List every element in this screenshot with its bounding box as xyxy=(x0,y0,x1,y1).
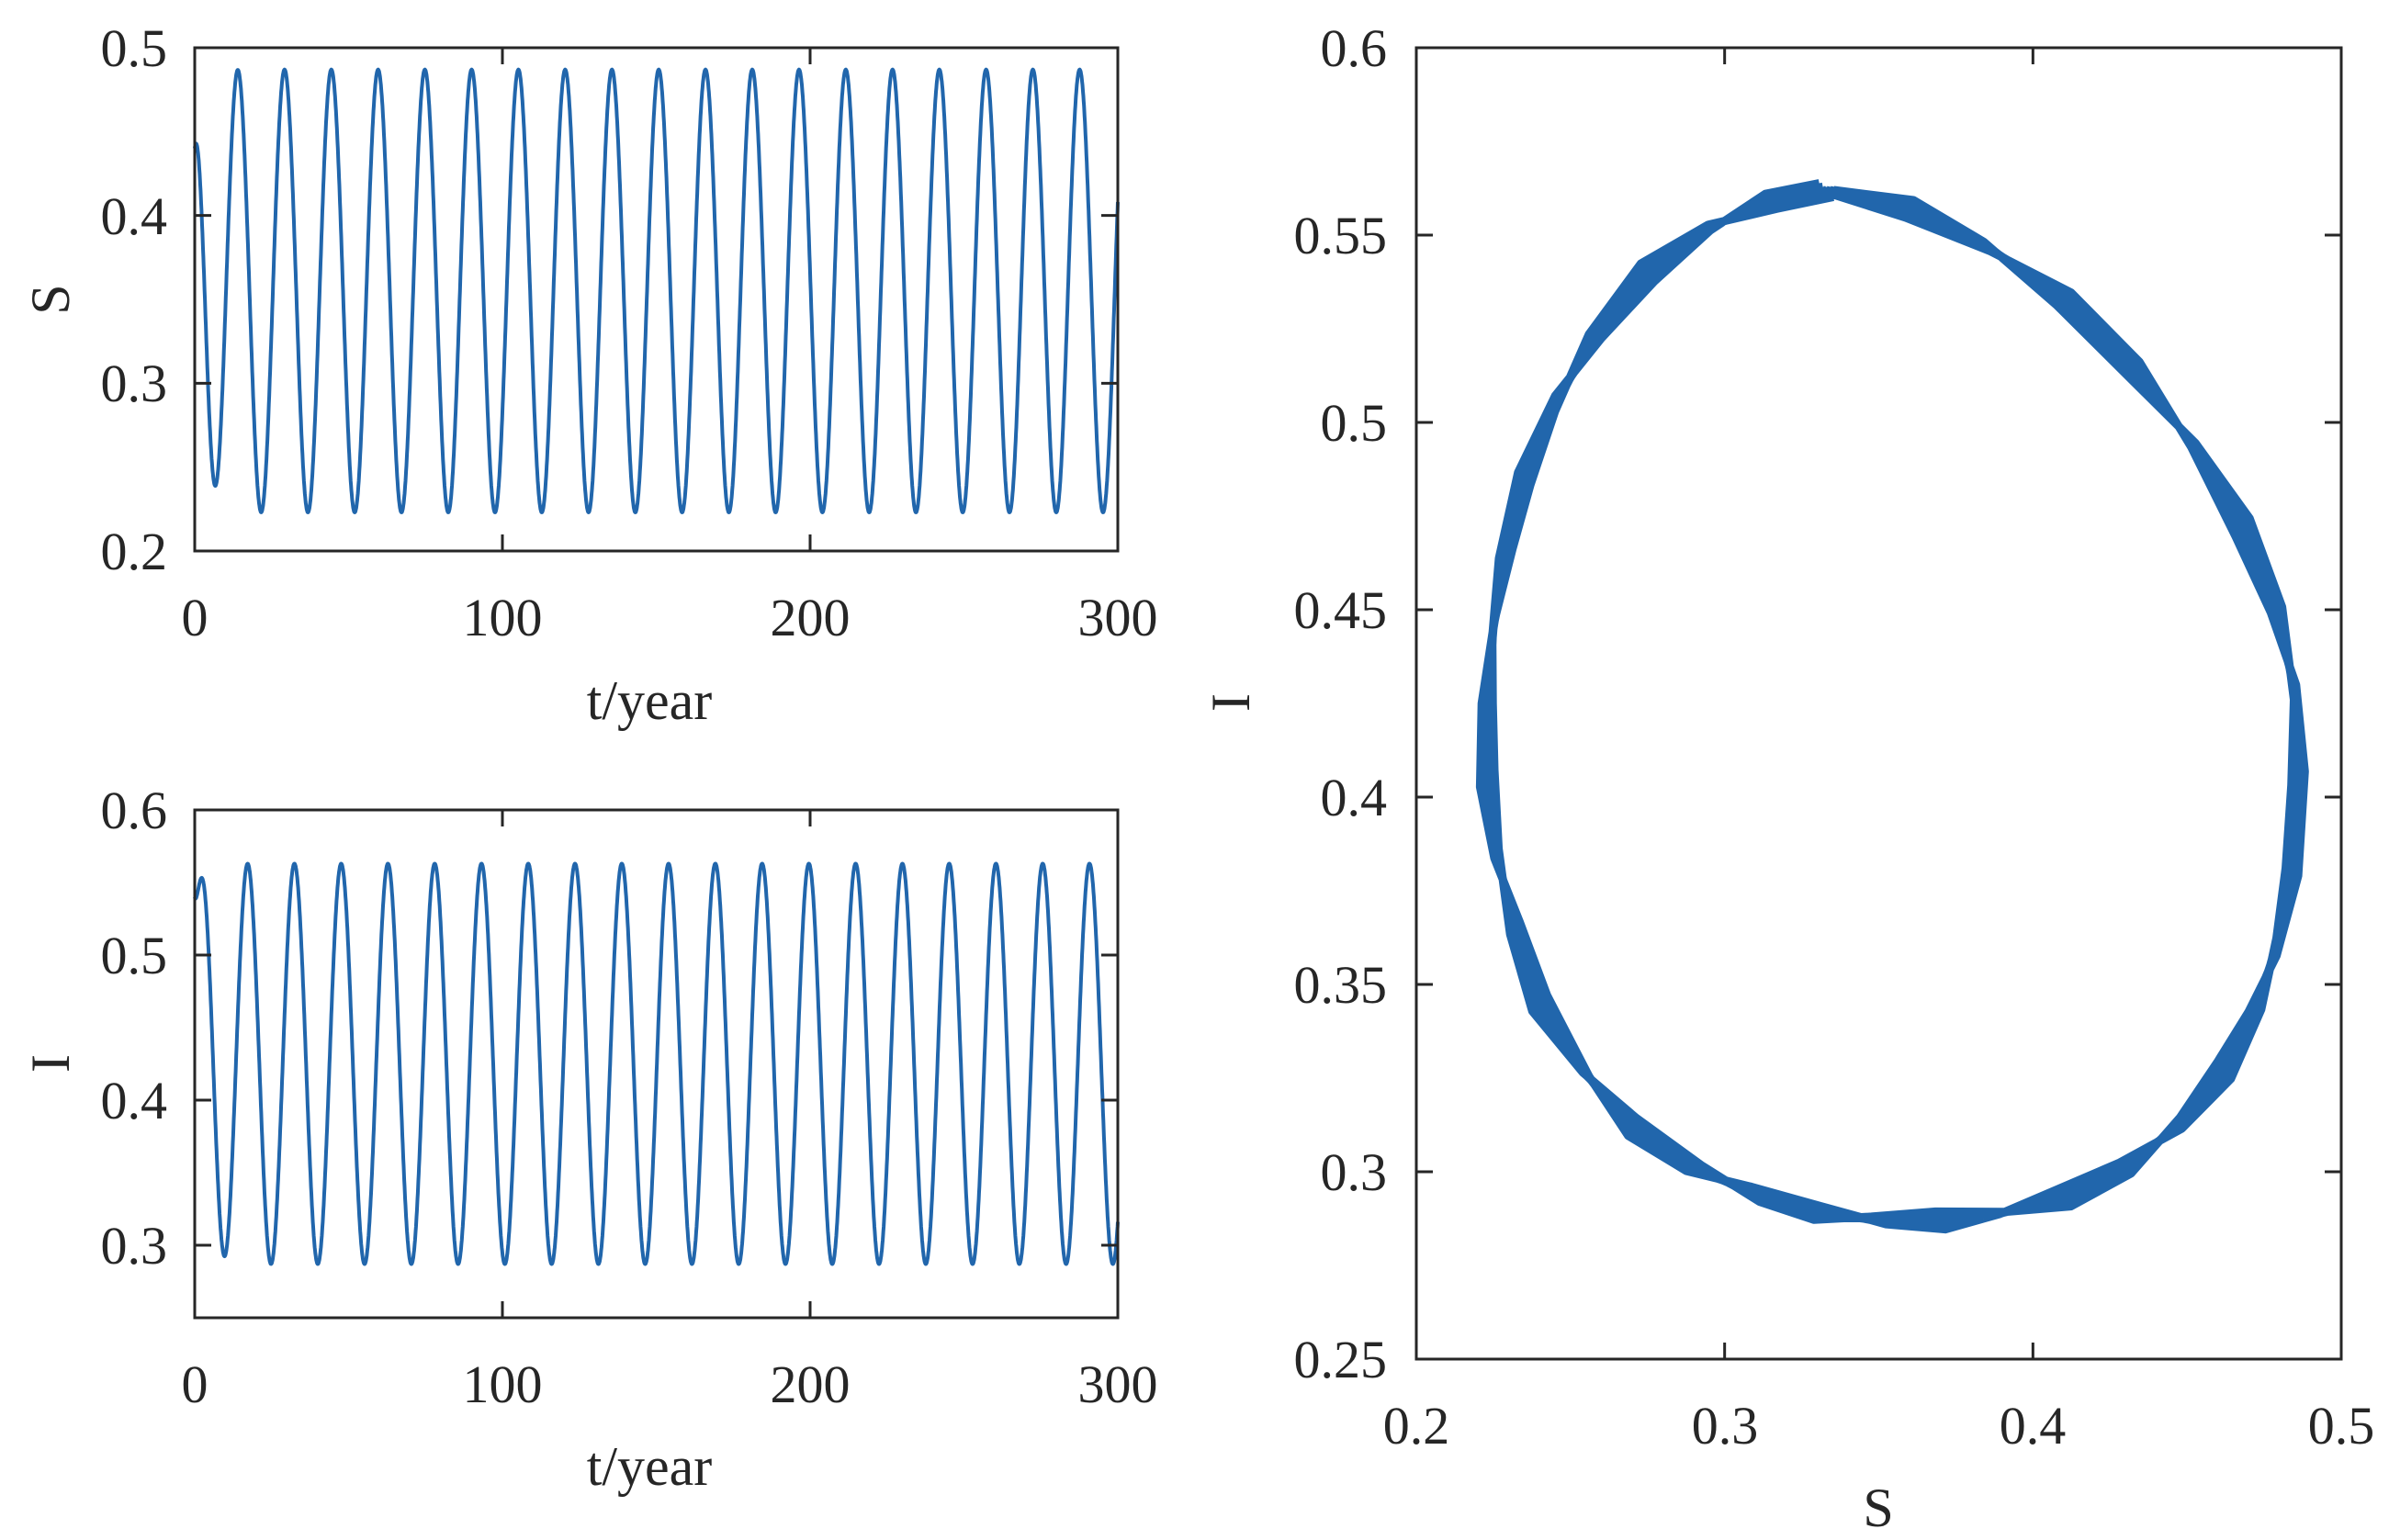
panel-s-time-ytick-label: 0.4 xyxy=(101,186,168,246)
panel-phase-line xyxy=(1475,179,2309,1234)
panel-i-time-ytick-marks xyxy=(195,808,1118,1247)
panel-s-time-xlabel: t/year xyxy=(587,670,713,731)
panel-i-time-xtick-label: 200 xyxy=(771,1355,851,1414)
panel-s-time-ylabel: S xyxy=(20,284,81,314)
panel-i-time-xlabel: t/year xyxy=(587,1436,713,1497)
panel-phase-ytick-label: 0.55 xyxy=(1294,206,1388,265)
panel-phase-ytick-label: 0.3 xyxy=(1321,1142,1388,1202)
panel-s-time-xtick-label: 0 xyxy=(182,588,208,647)
panel-phase-xtick-label: 0.3 xyxy=(1692,1396,1759,1456)
panel-i-time-xtick-label: 0 xyxy=(182,1355,208,1414)
panel-i-time-xtick-marks xyxy=(193,810,1120,1318)
panel-i-time-frame xyxy=(193,808,1120,1320)
panel-phase-ytick-marks xyxy=(1416,46,2341,1361)
panel-s-time-line xyxy=(193,67,1120,514)
panel-phase-frame xyxy=(1414,46,2343,1361)
panel-i-time: 0 100 200 300 0.3 0.4 0.5 0.6 t/year I xyxy=(20,781,1158,1497)
panel-s-time-ytick-label: 0.5 xyxy=(101,18,168,78)
panel-phase-ytick-label: 0.4 xyxy=(1321,768,1388,827)
panel-i-time-line xyxy=(193,861,1120,1266)
panel-i-time-xtick-label: 300 xyxy=(1078,1355,1158,1414)
panel-s-time-ytick-label: 0.3 xyxy=(101,354,168,413)
panel-s-time-xtick-marks xyxy=(193,48,1120,551)
panel-i-time-ytick-label: 0.6 xyxy=(101,781,168,840)
panel-phase-xtick-label: 0.5 xyxy=(2308,1396,2375,1456)
panel-s-time-xtick-label: 100 xyxy=(463,588,543,647)
panel-phase-ytick-label: 0.35 xyxy=(1294,955,1388,1015)
panel-phase: 0.2 0.3 0.4 0.5 0.25 0.3 0.35 0.4 0.45 0… xyxy=(1200,18,2374,1538)
panel-phase-xlabel: S xyxy=(1863,1478,1893,1538)
panel-phase-ytick-label: 0.45 xyxy=(1294,580,1388,640)
panel-phase-xtick-marks xyxy=(1414,48,2343,1359)
panel-s-time-xtick-label: 300 xyxy=(1078,588,1158,647)
panel-i-time-ytick-label: 0.4 xyxy=(101,1071,168,1130)
panel-phase-ylabel: I xyxy=(1200,693,1261,712)
panel-phase-xtick-label: 0.4 xyxy=(2000,1396,2067,1456)
panel-i-time-ylabel: I xyxy=(20,1054,81,1073)
panel-i-time-ytick-label: 0.3 xyxy=(101,1216,168,1276)
panel-phase-ytick-label: 0.25 xyxy=(1294,1330,1388,1389)
panel-s-time: 0 100 200 300 0.2 0.3 0.4 0.5 t/year S xyxy=(20,18,1158,731)
panel-phase-xtick-label: 0.2 xyxy=(1383,1396,1450,1456)
panel-s-time-frame xyxy=(193,46,1120,553)
panel-s-time-ytick-marks xyxy=(195,46,1118,553)
panel-i-time-ytick-label: 0.5 xyxy=(101,926,168,985)
panel-i-time-xtick-label: 100 xyxy=(463,1355,543,1414)
panel-phase-ytick-label: 0.5 xyxy=(1321,393,1388,453)
panel-s-time-ytick-label: 0.2 xyxy=(101,522,168,581)
panel-s-time-xtick-label: 200 xyxy=(771,588,851,647)
panel-phase-ytick-label: 0.6 xyxy=(1321,18,1388,78)
